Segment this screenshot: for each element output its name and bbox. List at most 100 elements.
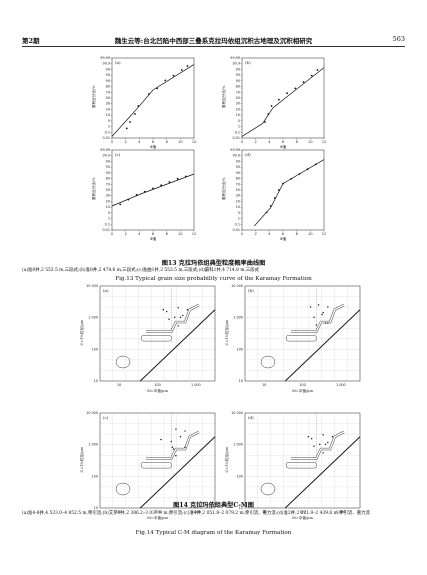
x-tick-label: 6	[152, 232, 154, 236]
sample-point	[179, 436, 182, 438]
x-tick-label: 10	[262, 510, 266, 514]
y-tick-label: 100	[92, 347, 98, 351]
data-point	[269, 205, 272, 207]
y-tick-label: 1 000	[88, 316, 98, 320]
y-tick-label: 99.9	[232, 154, 240, 158]
y-tick-label: 99.9	[102, 154, 110, 158]
y-axis-label: C=1%粒径/μm	[79, 319, 84, 345]
sample-point	[327, 306, 329, 308]
data-point	[314, 163, 317, 166]
y-tick-label: 20	[236, 107, 240, 111]
sample-point	[315, 324, 317, 326]
sample-point	[184, 430, 186, 432]
panel-label: (b)	[245, 60, 251, 65]
y-tick-label: 50	[106, 188, 110, 192]
data-point	[290, 177, 293, 180]
data-point	[143, 190, 146, 193]
y-tick-label: 10 000	[231, 411, 243, 415]
sample-point	[317, 304, 320, 306]
y-tick-label: 99.9	[232, 62, 240, 66]
y-tick-label: 20	[106, 107, 110, 111]
y-tick-label: 95	[236, 165, 240, 169]
x-tick-label: 12	[322, 140, 326, 144]
pelagic-suspension-ellipse	[260, 482, 276, 496]
panel-label: (d)	[248, 415, 254, 420]
panel-label: (a)	[103, 288, 109, 293]
data-point	[278, 98, 280, 101]
data-point	[125, 127, 128, 130]
c-equals-m-line	[139, 436, 216, 509]
y-tick-label: 50	[236, 96, 240, 100]
sample-point	[327, 441, 329, 444]
y-tick-label: 99.99	[230, 56, 240, 60]
panel-label: (c)	[115, 152, 121, 157]
sample-point	[186, 309, 189, 311]
pattern-boundary-inner	[146, 431, 200, 460]
x-tick-label: 1 000	[191, 383, 201, 387]
sample-point	[309, 306, 312, 308]
plot-frame	[99, 285, 216, 382]
sample-point	[322, 434, 324, 436]
x-tick-label: 0	[111, 232, 113, 236]
fig14-panel-d: 10 000 1 000 100 10 10 100 1 000 (d) C=1%粒径/μm M=…	[224, 411, 361, 520]
y-tick-label: 80	[106, 85, 110, 89]
y-tick-label: 95	[236, 73, 240, 77]
y-tick-label: 99	[236, 67, 240, 71]
data-point	[129, 121, 131, 123]
data-point	[306, 168, 309, 171]
sample-point	[168, 318, 170, 320]
y-tick-label: 100	[237, 347, 243, 351]
x-axis-label: Φ值	[280, 144, 287, 149]
x-tick-label: 4	[268, 232, 270, 236]
sample-point	[313, 316, 315, 319]
sample-point	[174, 316, 176, 319]
x-tick-label: 12	[192, 232, 196, 236]
x-tick-label: 6	[282, 140, 284, 144]
plot-frame	[244, 412, 361, 509]
fig13-caption-cn: 图13 克拉玛依组典型粒度概率曲线图	[161, 260, 266, 267]
fig13-caption-en: Fig.13 Typical grain size probability cu…	[115, 276, 312, 282]
plot-frame	[241, 149, 325, 231]
y-tick-label: 10	[239, 506, 243, 510]
sample-point	[175, 428, 177, 430]
y-tick-label: 99.99	[100, 148, 110, 152]
x-tick-label: 8	[296, 140, 298, 144]
sample-point	[321, 313, 323, 316]
x-tick-label: 10	[262, 383, 266, 387]
y-tick-label: 5	[108, 119, 110, 123]
panel-label: (a)	[115, 60, 121, 65]
y-tick-label: 30	[106, 102, 110, 106]
y-tick-label: 0.1	[105, 130, 110, 134]
data-point	[294, 87, 297, 90]
y-tick-label: 99.99	[230, 148, 240, 152]
x-tick-label: 10	[117, 383, 121, 387]
data-point	[282, 182, 284, 185]
y-tick-label: 0.01	[102, 228, 110, 232]
y-tick-label: 1	[238, 125, 240, 129]
x-tick-label: 4	[138, 232, 140, 236]
uniform-suspension-box	[286, 462, 317, 469]
x-axis-label: M=中值/μm	[292, 515, 313, 520]
y-tick-label: 100	[237, 474, 243, 478]
pelagic-suspension-ellipse	[115, 482, 131, 496]
y-tick-label: 1	[108, 217, 110, 221]
y-axis-label: 累积百分比/%	[221, 85, 226, 108]
x-tick-label: 2	[125, 140, 127, 144]
y-tick-label: 20	[106, 199, 110, 203]
y-tick-label: 30	[236, 194, 240, 198]
sample-point	[331, 436, 334, 438]
data-point	[310, 74, 313, 77]
x-axis-label: M=中值/μm	[147, 515, 168, 520]
c-equals-m-line	[139, 309, 216, 382]
y-tick-label: 100	[92, 474, 98, 478]
fit-line	[111, 64, 195, 137]
data-point	[286, 92, 288, 95]
issue-number: 第2期	[22, 37, 40, 45]
sample-point	[166, 310, 168, 313]
data-point	[298, 173, 301, 175]
x-axis-label: Φ值	[150, 144, 157, 149]
y-tick-label: 5	[238, 211, 240, 215]
y-tick-label: 10	[239, 379, 243, 383]
y-tick-label: 90	[236, 79, 240, 83]
